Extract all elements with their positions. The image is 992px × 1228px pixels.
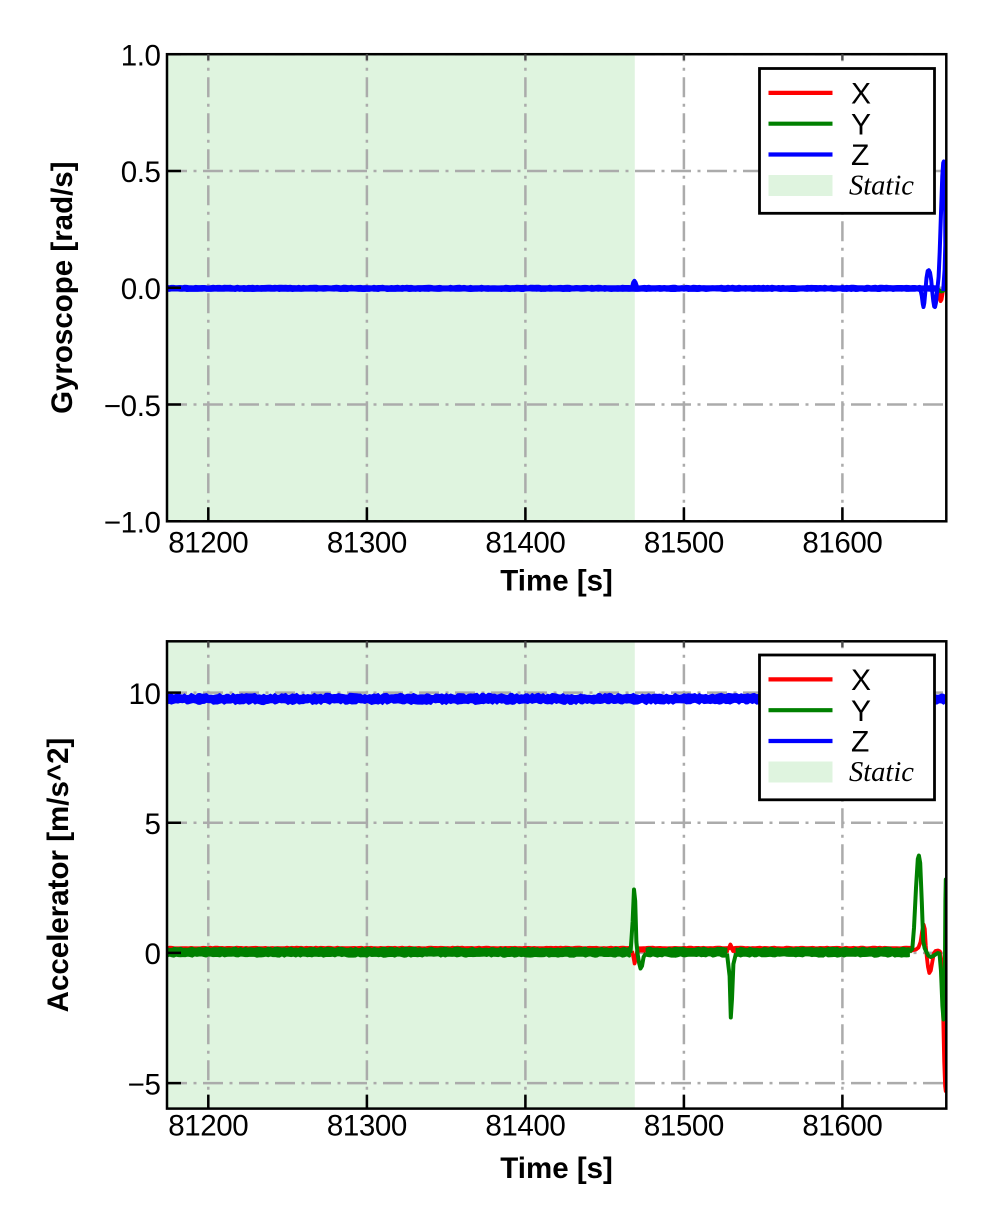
svg-text:5: 5 (144, 808, 160, 841)
svg-text:81200: 81200 (168, 1109, 248, 1142)
svg-text:81500: 81500 (644, 1109, 724, 1142)
svg-text:81400: 81400 (485, 527, 565, 560)
svg-text:81200: 81200 (168, 527, 248, 560)
svg-text:Time [s]: Time [s] (500, 565, 613, 598)
svg-text:81600: 81600 (802, 527, 882, 560)
svg-text:Z: Z (851, 139, 869, 172)
svg-text:0.0: 0.0 (121, 273, 161, 306)
svg-text:1.0: 1.0 (121, 40, 161, 73)
svg-text:−5: −5 (128, 1068, 161, 1101)
svg-text:X: X (851, 78, 871, 111)
svg-text:81500: 81500 (644, 527, 724, 560)
svg-text:81300: 81300 (327, 527, 407, 560)
svg-text:81300: 81300 (327, 1109, 407, 1142)
svg-text:0: 0 (144, 938, 160, 971)
svg-text:Static: Static (849, 757, 914, 788)
svg-text:−1.0: −1.0 (104, 507, 161, 540)
svg-text:Y: Y (851, 108, 871, 141)
svg-text:Y: Y (851, 695, 871, 728)
svg-text:Time [s]: Time [s] (500, 1152, 613, 1185)
svg-text:81600: 81600 (802, 1109, 882, 1142)
svg-text:−0.5: −0.5 (104, 390, 161, 423)
svg-text:Gyroscope [rad/s]: Gyroscope [rad/s] (46, 161, 79, 413)
svg-text:Static: Static (849, 171, 914, 202)
svg-text:81400: 81400 (485, 1109, 565, 1142)
svg-text:Z: Z (851, 726, 869, 759)
svg-text:0.5: 0.5 (121, 156, 161, 189)
svg-text:10: 10 (128, 678, 160, 711)
svg-text:Accelerator [m/s^2]: Accelerator [m/s^2] (42, 738, 75, 1013)
svg-text:X: X (851, 664, 871, 697)
